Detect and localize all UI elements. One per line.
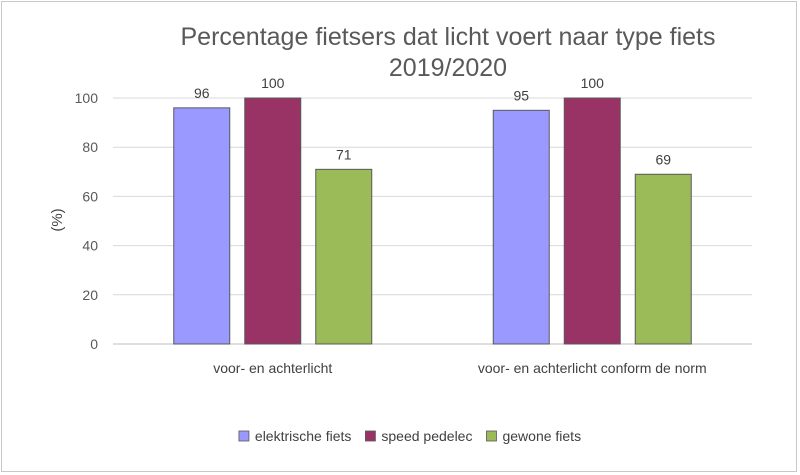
legend-item: elektrische fiets xyxy=(238,428,351,444)
bar-speed-pedelec-2 xyxy=(563,97,621,345)
y-tick-label: 20 xyxy=(82,287,98,303)
data-label: 100 xyxy=(581,75,605,91)
y-axis-label: (%) xyxy=(49,208,66,231)
data-label: 96 xyxy=(194,85,210,101)
data-label: 71 xyxy=(336,146,352,162)
chart-title-line-2: 2019/2020 xyxy=(389,54,507,82)
data-label: 100 xyxy=(261,75,285,91)
data-labels: 96 100 71 95 100 69 xyxy=(194,75,671,167)
chart-title: Percentage fietsers dat licht voert naar… xyxy=(181,23,716,82)
data-label: 95 xyxy=(513,87,529,103)
bar-elektrische-fiets-2 xyxy=(492,109,550,345)
y-tick-label: 60 xyxy=(82,188,98,204)
y-tick-label: 0 xyxy=(90,336,98,352)
bars xyxy=(173,97,692,345)
legend-swatch xyxy=(238,430,250,442)
legend-label: gewone fiets xyxy=(502,428,581,444)
category-label: voor- en achterlicht conform de norm xyxy=(478,360,707,376)
legend-label: elektrische fiets xyxy=(255,428,351,444)
legend-swatch xyxy=(486,430,497,442)
category-labels: voor- en achterlicht voor- en achterlicht… xyxy=(213,360,706,376)
y-axis-ticks: 0 20 40 60 80 100 xyxy=(75,90,99,352)
legend-item: speed pedelec xyxy=(364,428,472,444)
data-label: 69 xyxy=(655,151,671,167)
bar-elektrische-fiets-1 xyxy=(173,107,231,345)
legend: elektrische fiets speed pedelec gewone fie… xyxy=(238,428,581,444)
y-tick-label: 100 xyxy=(75,90,99,106)
bar-speed-pedelec-1 xyxy=(244,97,302,345)
category-label: voor- en achterlicht xyxy=(213,360,332,376)
bar-gewone-fiets-1 xyxy=(315,168,373,345)
y-tick-label: 80 xyxy=(82,139,98,155)
y-tick-label: 40 xyxy=(82,238,98,254)
bar-gewone-fiets-2 xyxy=(634,173,692,345)
legend-swatch xyxy=(364,430,376,442)
chart-title-line-1: Percentage fietsers dat licht voert naar… xyxy=(181,23,716,51)
legend-item: gewone fiets xyxy=(486,428,581,444)
legend-label: speed pedelec xyxy=(381,428,472,444)
